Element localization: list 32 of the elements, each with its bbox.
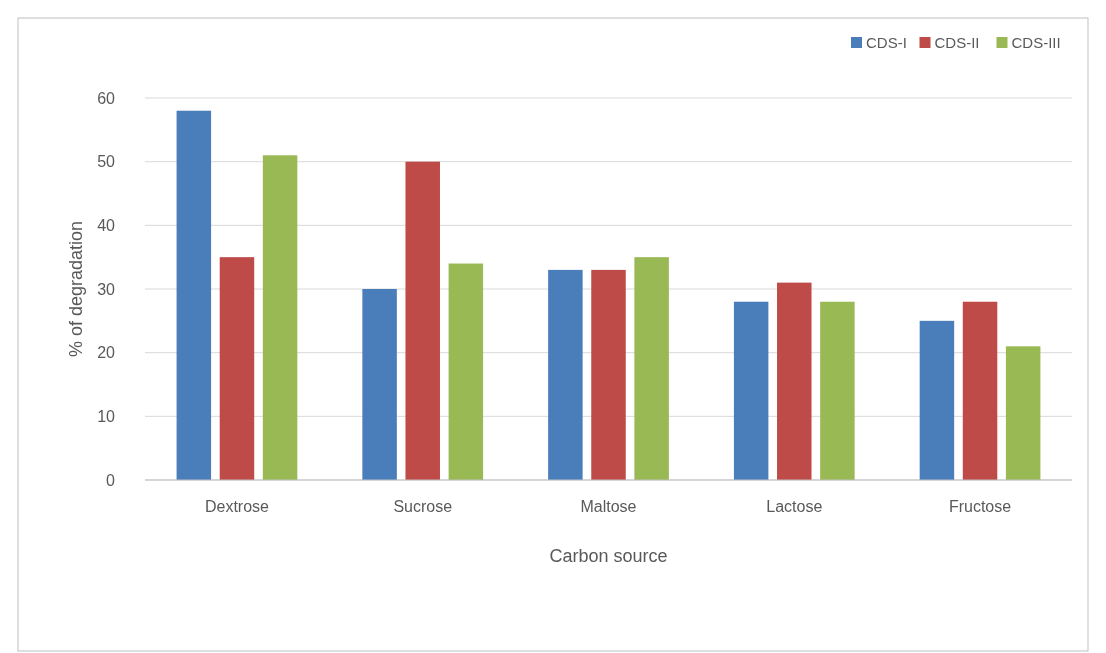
- y-tick-label: 20: [97, 344, 116, 362]
- x-axis-title: Carbon source: [549, 546, 668, 566]
- bar: [962, 301, 998, 480]
- bar: [634, 257, 669, 480]
- y-tick-label: 10: [97, 407, 116, 425]
- y-tick-label: 0: [106, 471, 116, 489]
- bar: [733, 301, 769, 480]
- bar: [405, 161, 440, 480]
- legend-label: CDS-II: [934, 34, 980, 51]
- x-tick-label: Dextrose: [204, 498, 270, 515]
- bar: [176, 110, 212, 480]
- bar: [262, 155, 298, 480]
- bar: [1005, 346, 1041, 480]
- bar: [591, 269, 626, 480]
- y-tick-label: 60: [97, 89, 116, 107]
- bar: [548, 269, 583, 480]
- x-tick-label: Sucrose: [393, 498, 453, 515]
- y-axis-title: % of degradation: [66, 220, 86, 358]
- legend-label: CDS-III: [1011, 34, 1061, 51]
- legend-label: CDS-I: [866, 34, 907, 51]
- bar: [362, 289, 397, 480]
- x-tick-label: Fructose: [948, 498, 1012, 515]
- y-tick-label: 30: [97, 280, 116, 298]
- x-tick-label: Maltose: [580, 498, 637, 515]
- bar: [820, 301, 855, 480]
- bar: [777, 282, 812, 480]
- x-tick-label: Lactose: [766, 498, 823, 515]
- bar: [919, 320, 955, 480]
- bar: [448, 263, 484, 480]
- y-tick-label: 40: [97, 216, 116, 234]
- bar: [219, 257, 255, 480]
- y-tick-label: 50: [97, 153, 116, 171]
